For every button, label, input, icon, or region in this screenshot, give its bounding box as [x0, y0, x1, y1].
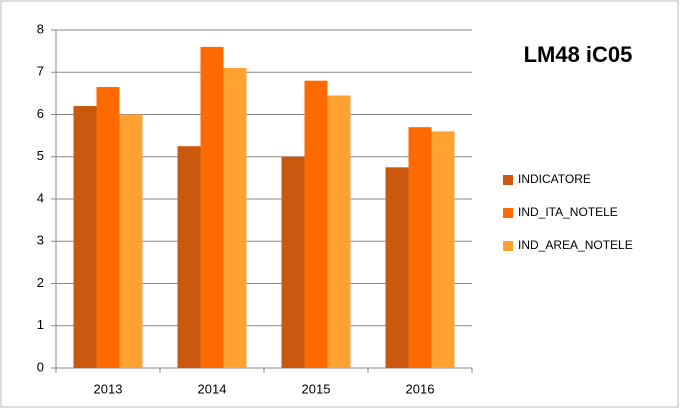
y-tick-label: 7 — [37, 64, 44, 79]
legend-swatch — [503, 208, 513, 218]
x-tick-label: 2015 — [302, 381, 331, 396]
y-tick-label: 5 — [37, 148, 44, 163]
bar — [223, 68, 247, 369]
y-tick-label: 2 — [37, 275, 44, 290]
bar — [119, 114, 143, 368]
bar — [200, 46, 224, 369]
chart-title: LM48 iC05 — [524, 42, 633, 67]
bar — [327, 95, 351, 369]
x-tick-label: 2013 — [94, 381, 123, 396]
bar — [385, 167, 409, 368]
bar — [96, 87, 120, 368]
y-tick-label: 4 — [37, 190, 44, 205]
bar — [177, 146, 201, 368]
y-tick-label: 3 — [37, 233, 44, 248]
y-tick-label: 6 — [37, 106, 44, 121]
x-tick-label: 2016 — [406, 381, 435, 396]
legend-swatch — [503, 241, 513, 251]
legend-label: IND_AREA_NOTELE — [518, 238, 633, 252]
legend-swatch — [503, 175, 513, 185]
bar — [408, 127, 432, 368]
bar — [431, 131, 455, 368]
bar — [281, 156, 305, 368]
y-tick-label: 1 — [37, 317, 44, 332]
bar — [73, 106, 97, 369]
y-tick-label: 0 — [37, 359, 44, 374]
x-tick-label: 2014 — [198, 381, 227, 396]
legend-label: INDICATORE — [518, 172, 591, 186]
y-tick-label: 8 — [37, 21, 44, 36]
legend-label: IND_ITA_NOTELE — [518, 205, 618, 219]
bar — [304, 80, 328, 368]
